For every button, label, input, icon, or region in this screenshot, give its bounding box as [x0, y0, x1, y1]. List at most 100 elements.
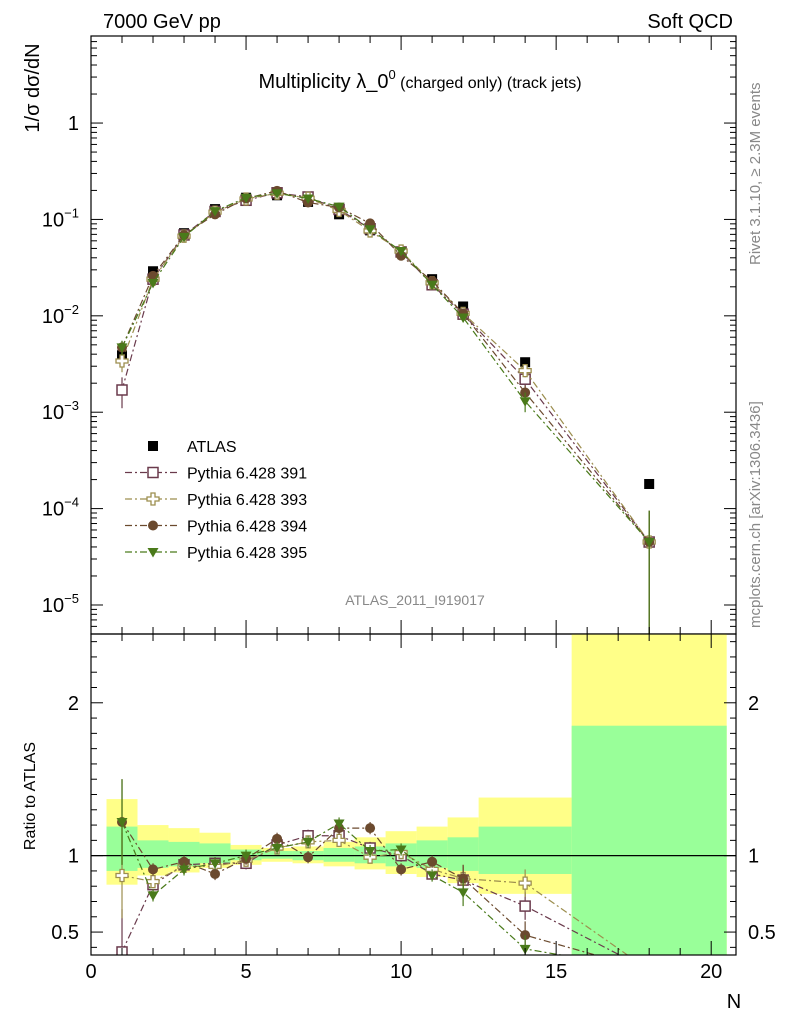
x-tick-label: 5	[240, 961, 251, 983]
y-tick-label: 10−5	[42, 591, 79, 617]
rivet-version-label: Rivet 3.1.10, ≥ 2.3M events	[747, 83, 764, 266]
ratio-point	[303, 852, 314, 863]
ratio-point	[426, 871, 438, 882]
y-tick-label-base: 10	[42, 306, 64, 328]
y-tick-label-exponent: −2	[64, 302, 79, 317]
series-pythia-6-428-395	[116, 189, 655, 634]
data-point	[364, 225, 376, 235]
legend-item-pythia-6-428-395: Pythia 6.428 395	[125, 545, 307, 562]
ratio-point	[115, 868, 129, 883]
series-line-pythia-6-428-395	[121, 192, 650, 543]
ratio-y-tick-label-left: 1	[68, 846, 79, 868]
series-line-pythia-6-428-393	[121, 192, 650, 543]
legend-label: Pythia 6.428 394	[187, 519, 307, 536]
data-point	[643, 538, 655, 548]
y-tick-label-base: 10	[42, 499, 64, 521]
data-point	[147, 278, 159, 289]
ratio-x-axis: 0 5 10 15 20	[85, 634, 722, 983]
uncertainty-band-green	[478, 826, 572, 874]
main-y-axis-label: 1/σ dσ/dN	[22, 43, 44, 132]
ratio-point	[272, 833, 283, 844]
legend-marker	[147, 466, 159, 479]
ratio-point	[365, 823, 376, 834]
legend-marker	[147, 548, 159, 558]
series-line-pythia-6-428-394	[121, 190, 650, 543]
legend-marker	[148, 441, 158, 451]
series-pythia-6-428-394	[117, 185, 655, 634]
data-point	[426, 280, 438, 291]
ratio-point	[179, 856, 190, 867]
legend-label: Pythia 6.428 393	[187, 492, 307, 509]
ratio-point	[332, 833, 346, 848]
ratio-point	[396, 864, 407, 875]
header-right: Soft QCD	[647, 11, 733, 33]
x-tick-label: 15	[545, 961, 567, 983]
data-point	[457, 313, 469, 324]
uncertainty-band-green	[571, 725, 727, 955]
data-point	[518, 363, 532, 378]
data-point	[178, 232, 190, 243]
main-panel: 10−510−410−310−210−11 Multiplicity λ_00 …	[22, 35, 737, 635]
analysis-tag: ATLAS_2011_I919017	[345, 592, 485, 608]
source-reference-label: mcplots.cern.ch [arXiv:1306.3436]	[747, 401, 764, 628]
legend-item-pythia-6-428-391: Pythia 6.428 391	[125, 466, 307, 483]
data-point	[116, 384, 128, 396]
uncertainty-band-green	[323, 848, 355, 862]
ratio-point	[148, 864, 159, 875]
y-tick-label-base: 10	[42, 402, 64, 424]
ratio-point	[333, 819, 345, 830]
ratio-point	[116, 818, 128, 828]
series-pythia-6-428-393	[115, 186, 656, 634]
ratio-y-axis-label: Ratio to ATLAS	[22, 742, 39, 850]
ratio-point	[210, 868, 221, 879]
header-left: 7000 GeV pp	[103, 11, 221, 33]
ratio-series-line	[121, 821, 598, 955]
data-point	[519, 397, 531, 407]
ratio-point	[643, 964, 655, 976]
x-axis-label: N	[727, 991, 741, 1013]
data-point	[644, 478, 655, 489]
y-tick-label-exponent: −3	[64, 398, 79, 413]
uncertainty-band-green	[199, 843, 231, 864]
data-point	[209, 207, 221, 217]
data-point	[302, 194, 314, 204]
ratio-point	[271, 844, 283, 854]
data-point	[240, 193, 252, 204]
ratio-point	[395, 845, 407, 856]
ratio-point	[147, 891, 159, 901]
y-tick-label-exponent: −4	[64, 495, 79, 510]
y-tick-label: 1	[68, 113, 79, 135]
ratio-panel: 0.5 0.5 1 1 2 2 0 5 10 15 20 Ratio to ATLAS N	[22, 633, 776, 1013]
ratio-plot-content	[91, 634, 736, 976]
data-point	[115, 354, 129, 368]
ratio-point	[302, 837, 314, 848]
data-point	[116, 343, 128, 353]
main-plot-content	[115, 185, 656, 634]
ratio-y-tick-label-left: 2	[68, 693, 79, 715]
ratio-point	[240, 851, 252, 862]
ratio-point	[518, 876, 532, 890]
chart-title: Multiplicity λ_00 (charged only) (track …	[258, 67, 581, 93]
ratio-y-tick-label-right: 0.5	[748, 922, 776, 944]
y-tick-label-exponent: −1	[64, 205, 79, 220]
y-tick-label: 10−3	[42, 398, 79, 424]
ratio-y-tick-label-right: 1	[748, 846, 759, 868]
y-tick-label-exponent: −5	[64, 591, 79, 606]
x-tick-label: 10	[390, 961, 412, 983]
series-pythia-6-428-391	[116, 187, 655, 634]
ratio-point	[178, 865, 190, 875]
series-line-pythia-6-428-391	[121, 192, 650, 543]
legend-label: Pythia 6.428 391	[187, 466, 307, 483]
ratio-point	[519, 900, 531, 912]
data-point	[333, 202, 345, 213]
chart-title-superscript: 0	[388, 67, 395, 82]
ratio-point	[209, 859, 221, 869]
chart-title-main: Multiplicity λ_0	[258, 71, 388, 93]
legend-label: ATLAS	[187, 439, 237, 456]
y-tick-label: 10−2	[42, 302, 79, 328]
ratio-point	[146, 874, 160, 889]
legend-marker	[148, 520, 158, 531]
main-x-axis	[90, 36, 712, 634]
ratio-y-tick-label-right: 2	[748, 693, 759, 715]
